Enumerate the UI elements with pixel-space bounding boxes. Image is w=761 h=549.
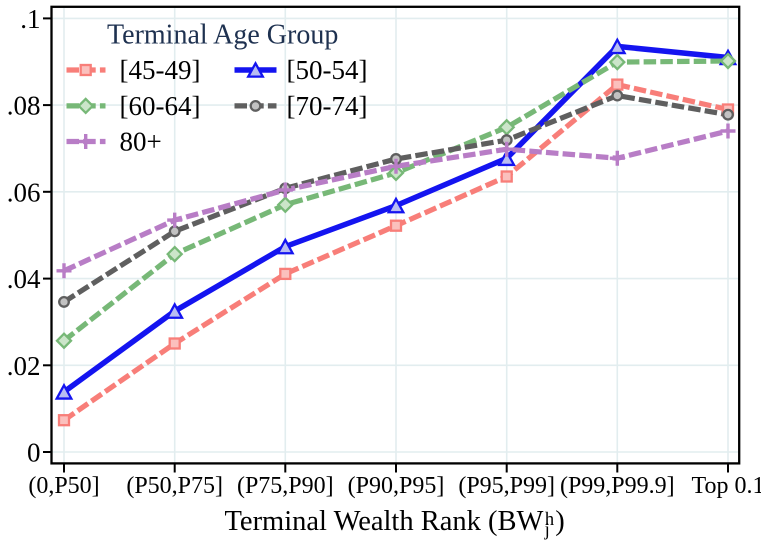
svg-text:[45-49]: [45-49] xyxy=(120,55,201,85)
svg-text:(P90,P95]: (P90,P95] xyxy=(348,473,445,499)
svg-text:Terminal Age Group: Terminal Age Group xyxy=(107,20,338,51)
svg-text:.06: .06 xyxy=(7,177,41,207)
svg-text:80+: 80+ xyxy=(120,127,162,157)
svg-text:(P75,P90]: (P75,P90] xyxy=(237,473,334,499)
svg-text:[70-74]: [70-74] xyxy=(287,91,368,121)
svg-text:(0,P50]: (0,P50] xyxy=(28,473,99,499)
svg-text:[50-54]: [50-54] xyxy=(287,55,368,85)
svg-text:(P95,P99]: (P95,P99] xyxy=(458,473,555,499)
svg-text:.08: .08 xyxy=(7,91,41,121)
svg-text:.1: .1 xyxy=(20,4,40,34)
svg-text:Top 0.1: Top 0.1 xyxy=(692,473,761,499)
svg-text:[60-64]: [60-64] xyxy=(120,91,201,121)
svg-text:(P50,P75]: (P50,P75] xyxy=(126,473,223,499)
svg-text:(P99,P99.9]: (P99,P99.9] xyxy=(560,473,675,499)
svg-text:.04: .04 xyxy=(7,264,41,294)
svg-text:.02: .02 xyxy=(7,351,41,381)
svg-text:0: 0 xyxy=(27,438,41,468)
